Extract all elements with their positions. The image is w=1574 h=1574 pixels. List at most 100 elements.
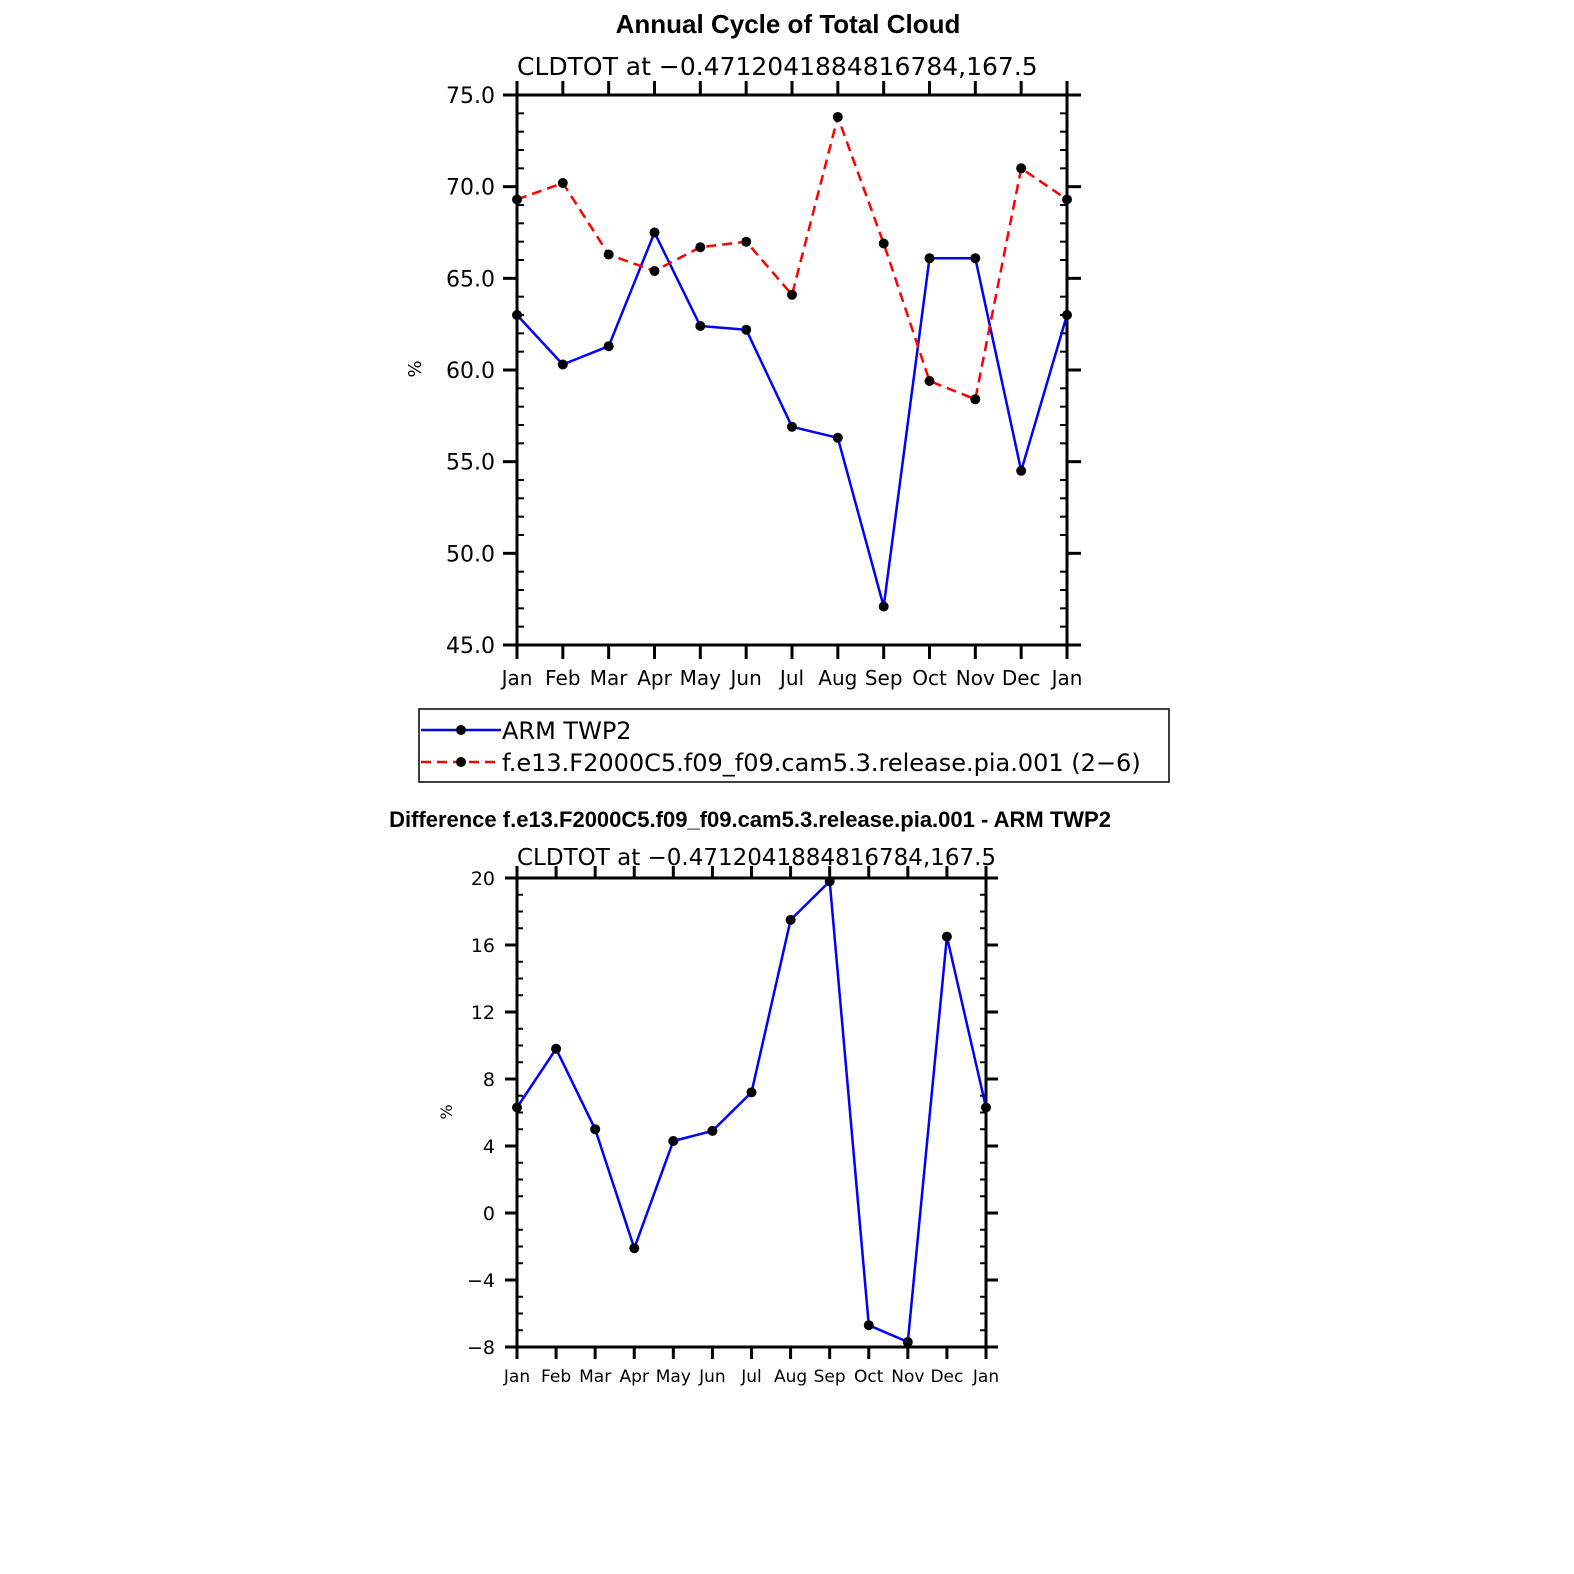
y-tick-label: 20 [471, 868, 495, 890]
y-tick-label: 55.0 [446, 451, 495, 476]
x-tick-label: Nov [891, 1367, 924, 1387]
data-point [941, 931, 952, 942]
data-point [1016, 163, 1027, 174]
y-tick-label: 8 [483, 1069, 495, 1091]
legend-entry-arm: ARM TWP2 [421, 717, 632, 745]
data-point [668, 1136, 679, 1146]
data-point [557, 178, 568, 188]
tick-marks [505, 866, 998, 1359]
x-tick-label: Jan [503, 1367, 530, 1387]
legend-marker-model [456, 757, 466, 767]
x-tick-label: Mar [579, 1367, 611, 1387]
x-tick-label: Jan [500, 666, 533, 690]
data-point [785, 914, 796, 925]
data-point [741, 324, 752, 335]
legend: ARM TWP2 f.e13.F2000C5.f09_f09.cam5.3.re… [418, 708, 1170, 783]
y-tick-label: 60.0 [446, 359, 495, 384]
series-layer [512, 112, 1072, 612]
x-tick-label: Apr [620, 1367, 649, 1387]
chart-subtitle: CLDTOT at −0.4712041884816784,167.5 [517, 52, 1038, 81]
x-tick-label: Dec [930, 1367, 963, 1387]
x-tick-label: Sep [865, 666, 903, 690]
x-tick-label: Oct [854, 1367, 884, 1387]
y-tick-label: −4 [467, 1270, 495, 1292]
y-tick-label: 65.0 [446, 267, 495, 292]
x-tick-label: Jan [972, 1367, 999, 1387]
data-point [557, 359, 568, 370]
data-point [787, 289, 797, 300]
data-point [1016, 465, 1027, 476]
y-tick-labels: −8 −4 0 4 8 12 16 20 [467, 868, 495, 1359]
data-point [832, 432, 843, 443]
y-tick-label: 12 [471, 1002, 495, 1024]
data-point [695, 242, 706, 253]
x-tick-label: Jul [778, 666, 804, 690]
legend-marker-arm [456, 725, 466, 735]
data-point [878, 601, 889, 612]
y-tick-label: 4 [483, 1136, 495, 1158]
x-tick-label: Jun [698, 1367, 726, 1387]
data-point [629, 1243, 640, 1254]
x-tick-label: Sep [814, 1367, 846, 1387]
x-tick-label: Jun [729, 666, 762, 690]
data-point [512, 194, 522, 205]
legend-label-model: f.e13.F2000C5.f09_f09.cam5.3.release.pia… [502, 749, 1141, 777]
x-tick-label: Oct [912, 666, 947, 690]
x-tick-label: Jan [1050, 666, 1083, 690]
x-tick-label: Nov [956, 666, 995, 690]
x-tick-label: Feb [545, 666, 580, 690]
data-point [512, 310, 522, 320]
x-tick-label: May [680, 666, 722, 690]
data-point [924, 253, 935, 264]
data-point [746, 1087, 757, 1098]
data-point [981, 1102, 991, 1113]
x-tick-label: Aug [818, 666, 857, 690]
y-tick-label: 16 [471, 935, 495, 957]
y-tick-label: 45.0 [446, 634, 495, 659]
tick-marks [503, 81, 1081, 659]
legend-entry-model: f.e13.F2000C5.f09_f09.cam5.3.release.pia… [421, 749, 1141, 777]
y-axis-label: % [437, 1104, 456, 1119]
x-tick-label: Dec [1002, 666, 1041, 690]
data-point [970, 394, 981, 405]
data-point [863, 1320, 874, 1331]
series-layer [512, 876, 991, 1347]
legend-label-arm: ARM TWP2 [502, 717, 632, 745]
plot-frame [515, 93, 1069, 647]
y-axis-label: % [405, 360, 426, 377]
data-point [878, 238, 889, 249]
x-tick-label: Mar [590, 666, 629, 690]
x-tick-label: Apr [637, 666, 672, 690]
data-point [603, 341, 614, 352]
data-point [970, 253, 981, 264]
y-tick-label: 70.0 [446, 176, 495, 201]
data-point [1062, 310, 1072, 320]
data-point [707, 1125, 718, 1136]
y-tick-label: 0 [483, 1203, 495, 1225]
data-point [695, 321, 706, 331]
data-point [590, 1124, 601, 1135]
x-tick-labels: Jan Feb Mar Apr May Jun Jul Aug Sep Oct Nov Dec Jan [500, 666, 1083, 690]
data-point [551, 1043, 562, 1054]
data-point [603, 249, 614, 260]
data-point [832, 112, 843, 122]
data-point [902, 1337, 913, 1347]
x-tick-label: Jul [740, 1367, 762, 1387]
x-tick-label: Aug [774, 1367, 807, 1387]
y-tick-labels: 45.0 50.0 55.0 60.0 65.0 70.0 75.0 [446, 84, 495, 659]
y-tick-label: 50.0 [446, 542, 495, 567]
data-point [787, 421, 797, 432]
data-point [649, 227, 660, 238]
chart-title: Difference f.e13.F2000C5.f09_f09.cam5.3.… [389, 807, 1111, 832]
x-tick-labels: Jan Feb Mar Apr May Jun Jul Aug Sep Oct Nov Dec Jan [503, 1367, 999, 1387]
data-point [741, 236, 752, 247]
y-tick-label: −8 [467, 1337, 495, 1359]
data-point [824, 876, 835, 887]
legend-box [418, 708, 1170, 783]
chart-subtitle: CLDTOT at −0.4712041884816784,167.5 [517, 845, 996, 871]
data-point [924, 376, 935, 386]
data-point [649, 266, 660, 276]
y-tick-label: 75.0 [446, 84, 495, 109]
annual-cycle-chart: Annual Cycle of Total Cloud CLDTOT at −0… [405, 9, 1082, 690]
